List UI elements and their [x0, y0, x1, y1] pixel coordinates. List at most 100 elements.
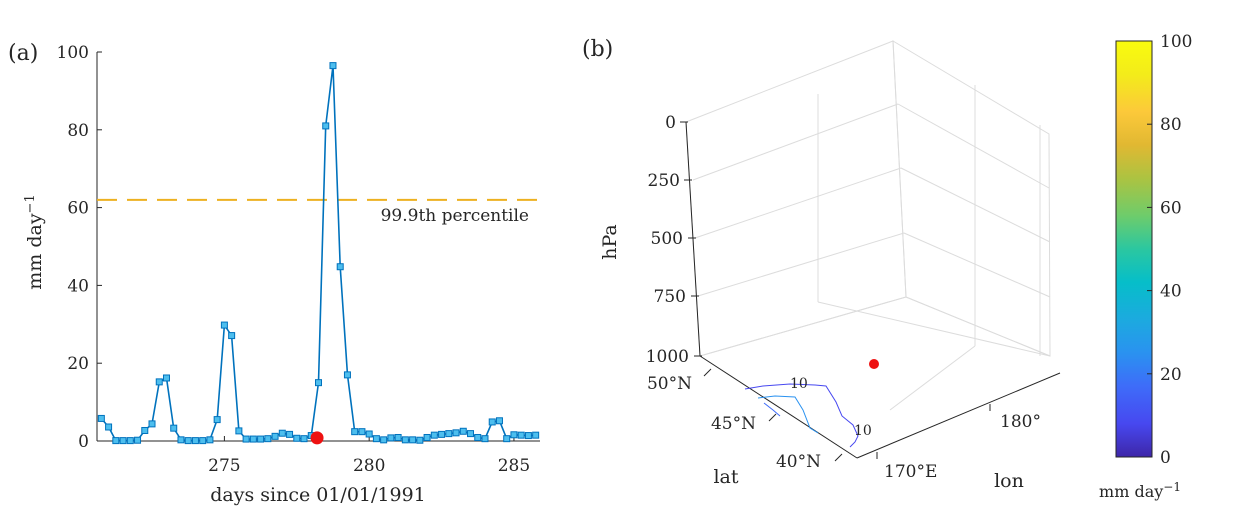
z-tick-1000: 1000 [646, 347, 689, 367]
z-tick-750: 750 [654, 287, 686, 307]
data-point [452, 429, 460, 437]
colorbar-label: mm day−1 [1099, 480, 1181, 501]
data-point [365, 430, 373, 438]
data-point [481, 435, 489, 443]
panel-a-label: (a) [8, 41, 38, 66]
y-tick-label: 20 [67, 354, 89, 374]
data-point [517, 431, 525, 439]
x-tick-label: 285 [498, 456, 530, 476]
data-point [264, 435, 272, 443]
data-point [510, 431, 518, 439]
data-point [495, 417, 503, 425]
lon-tick-180: 180° [1000, 412, 1041, 432]
z-tick-0: 0 [665, 113, 676, 133]
contour-label-2: 10 [854, 423, 872, 439]
lat-tick-50n: 50°N [647, 374, 692, 394]
panel-b: (b) [582, 37, 1061, 492]
data-point [459, 427, 467, 435]
data-point [351, 428, 359, 436]
data-point [162, 374, 170, 382]
data-point [170, 424, 178, 432]
data-point [242, 435, 250, 443]
y-tick-label: 60 [67, 199, 89, 219]
colorbar-label-main: mm day [1099, 482, 1163, 501]
colorbar-tick-label: 40 [1160, 282, 1182, 302]
x-tick-label: 275 [208, 456, 240, 476]
data-point [438, 430, 446, 438]
y-tick-label: 80 [67, 121, 89, 141]
panel-b-axes [680, 121, 1061, 462]
colorbar-tick-label: 100 [1160, 32, 1192, 52]
data-point [343, 371, 351, 379]
data-point [155, 378, 163, 386]
y-tick-label: 0 [78, 432, 89, 452]
data-point [191, 437, 199, 445]
data-point [278, 429, 286, 437]
data-point [380, 436, 388, 444]
data-point [358, 428, 366, 436]
colorbar-tick-label: 20 [1160, 365, 1182, 385]
panel-b-grid [685, 40, 1051, 411]
lon-tick-170e: 170°E [884, 462, 937, 482]
data-point [430, 431, 438, 439]
data-point [300, 435, 308, 443]
data-point [271, 432, 279, 440]
colorbar: 0 20 40 60 80 100 mm day−1 [1099, 32, 1192, 501]
data-point [532, 431, 540, 439]
data-point [286, 430, 294, 438]
data-point [474, 433, 482, 441]
colorbar-tick-label: 0 [1160, 448, 1171, 468]
data-point [97, 414, 105, 422]
panel-a-y-ticks: 0 20 40 60 80 100 [57, 43, 102, 452]
data-point [199, 437, 207, 445]
data-point [119, 437, 127, 445]
rainfall-series-markers [97, 62, 540, 445]
x-tick-label: 280 [353, 456, 385, 476]
lon-axis-label: lon [994, 470, 1024, 492]
event-point [869, 359, 879, 369]
percentile-label: 99.9th percentile [381, 206, 529, 226]
data-point [409, 436, 417, 444]
y-tick-label: 100 [57, 43, 89, 63]
contour-label-1: 10 [790, 376, 808, 392]
data-point [336, 263, 344, 271]
data-point [206, 436, 214, 444]
data-point [235, 427, 243, 435]
event-marker [310, 431, 324, 445]
data-point [249, 435, 257, 443]
data-point [416, 436, 424, 444]
data-point [126, 437, 134, 445]
panel-a-x-label: days since 01/01/1991 [210, 484, 426, 506]
data-point [372, 435, 380, 443]
colorbar-tick-label: 60 [1160, 198, 1182, 218]
data-point [228, 332, 236, 340]
data-point [213, 416, 221, 424]
data-point [503, 435, 511, 443]
data-point [329, 62, 337, 70]
lat-axis-label: lat [713, 466, 738, 488]
contour-inner-line [763, 402, 781, 417]
data-point [134, 436, 142, 444]
data-point [141, 426, 149, 434]
data-point [488, 418, 496, 426]
panel-a-x-ticks: 275 280 285 [208, 436, 530, 476]
data-point [293, 434, 301, 442]
precip-contours [744, 383, 859, 448]
z-tick-500: 500 [651, 229, 683, 249]
data-point [322, 122, 330, 130]
colorbar-ticks: 0 20 40 60 80 100 [1147, 32, 1192, 468]
data-point [177, 436, 185, 444]
panel-a-y-label-sup: −1 [23, 194, 38, 213]
panel-a-y-label: mm day−1 [23, 194, 46, 289]
data-point [423, 433, 431, 441]
colorbar-tick-label: 80 [1160, 115, 1182, 135]
lat-tick-45n: 45°N [711, 414, 756, 434]
data-point [401, 436, 409, 444]
data-point [184, 437, 192, 445]
data-point [387, 434, 395, 442]
data-point [394, 433, 402, 441]
panel-a: (a) 0 20 40 60 80 100 275 280 285 99.9th percen… [8, 41, 540, 506]
data-point [315, 379, 322, 387]
colorbar-label-sup: −1 [1163, 480, 1181, 494]
